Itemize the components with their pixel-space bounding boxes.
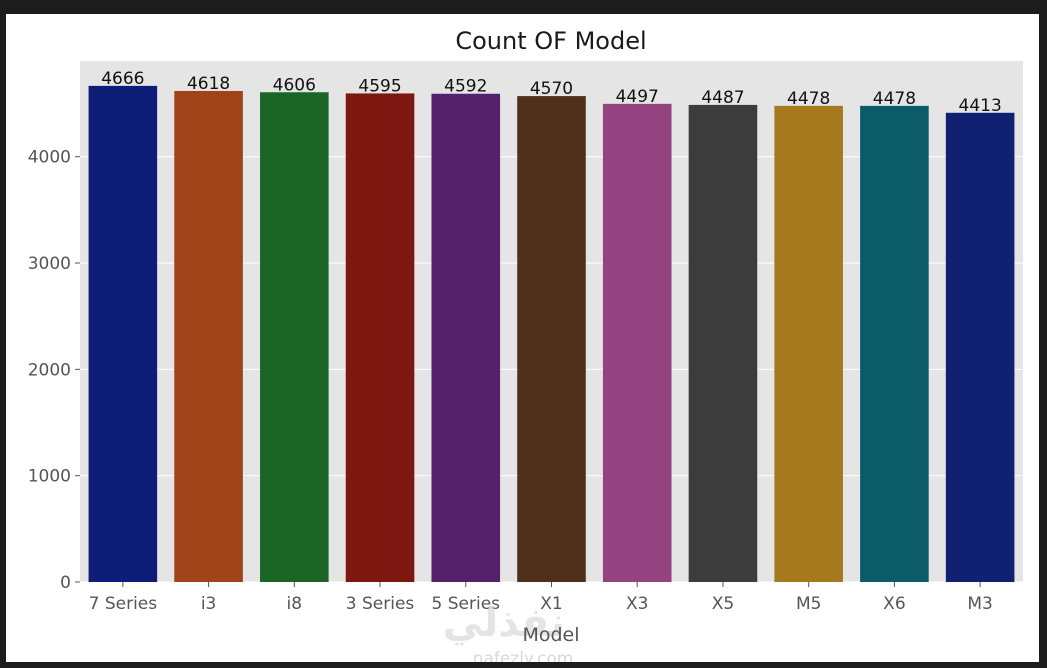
- bar-value-label: 4487: [701, 88, 744, 108]
- bar-x5: [688, 104, 758, 583]
- bars: [88, 85, 1015, 583]
- y-tick-label: 1000: [28, 467, 71, 487]
- x-axis-label: Model: [522, 624, 579, 646]
- bar-value-label: 4413: [959, 96, 1002, 116]
- bar-x6: [860, 105, 929, 582]
- x-tick-label: 3 Series: [346, 594, 415, 614]
- x-tick-label: M3: [967, 594, 992, 614]
- bar-value-label: 4478: [787, 89, 830, 109]
- bar-chart: 4666 4618 4606 4595 4592 4570 4497 4487 4478 4478…: [28, 27, 1023, 662]
- bar-i8: [260, 92, 329, 582]
- x-tick-label: i8: [287, 594, 303, 614]
- bar-value-label: 4570: [530, 79, 573, 99]
- x-tick-label: 7 Series: [89, 594, 158, 614]
- x-tick-label: X5: [712, 594, 734, 614]
- bar-value-label: 4606: [273, 75, 316, 95]
- x-tick-label: i3: [201, 594, 217, 614]
- bar-x3: [602, 103, 672, 582]
- chart-title: Count OF Model: [455, 27, 646, 55]
- x-tick-label: M5: [796, 594, 821, 614]
- bar-value-labels: 4666 4618 4606 4595 4592 4570 4497 4487 4478 4478…: [101, 69, 1002, 116]
- watermark-url: nafezly.com: [473, 649, 574, 662]
- y-axis-ticks: 0 1000 2000 3000 4000: [28, 148, 80, 593]
- bar-7-series: [88, 85, 158, 583]
- bar-value-label: 4618: [187, 74, 230, 94]
- bar-3-series: [345, 93, 415, 582]
- x-tick-label: 5 Series: [432, 594, 501, 614]
- y-tick-label: 2000: [28, 360, 71, 380]
- x-axis-ticks: 7 Series i3 i8 3 Series 5 Series X1 X3 X5 M5 X6 M3: [89, 582, 993, 614]
- bar-i3: [174, 90, 243, 583]
- bar-x1: [517, 96, 586, 582]
- bar-m5: [774, 105, 843, 582]
- x-tick-label: X3: [626, 594, 648, 614]
- watermark-logo-text: نفذلي: [443, 600, 565, 646]
- chart-frame: 4666 4618 4606 4595 4592 4570 4497 4487 4478 4478…: [6, 14, 1039, 662]
- x-tick-label: X6: [883, 594, 905, 614]
- bar-value-label: 4478: [873, 89, 916, 109]
- y-tick-label: 0: [60, 573, 71, 593]
- bar-value-label: 4595: [358, 76, 401, 96]
- bar-m3: [945, 112, 1015, 583]
- bar-value-label: 4592: [444, 77, 487, 97]
- x-tick-label: X1: [540, 594, 562, 614]
- bar-5-series: [431, 93, 501, 583]
- y-tick-label: 4000: [28, 148, 71, 168]
- bar-value-label: 4497: [616, 87, 659, 107]
- bar-value-label: 4666: [101, 69, 144, 89]
- y-tick-label: 3000: [28, 254, 71, 274]
